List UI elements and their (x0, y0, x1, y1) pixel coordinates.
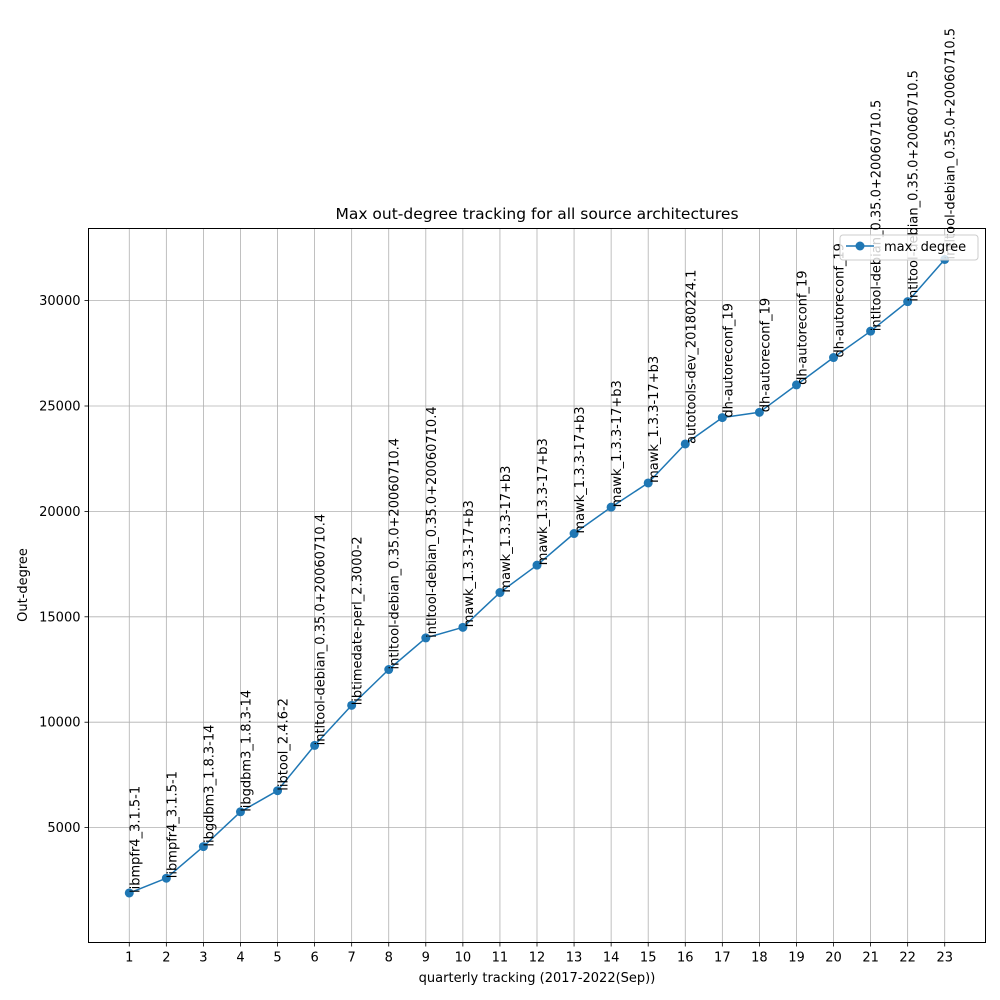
data-point-label: intltool-debian_0.35.0+20060710.4 (425, 406, 440, 638)
x-tick-label: 23 (936, 951, 953, 966)
data-point-label: dh-autoreconf_19 (833, 243, 848, 357)
grid-layer (88, 228, 986, 943)
data-point-label: libmpfr4_3.1.5-1 (128, 786, 143, 893)
data-point-marker (866, 326, 876, 336)
data-point-label: mawk_1.3.3-17+b3 (610, 380, 625, 507)
x-tick-label: 8 (385, 951, 393, 966)
x-tick-label: 15 (640, 951, 657, 966)
legend-box (839, 234, 979, 261)
legend-entry-label: max. degree (884, 240, 966, 255)
data-point-label: mawk_1.3.3-17+b3 (647, 356, 662, 483)
data-point-marker (643, 478, 653, 488)
data-point-label: libtool_2.4.6-2 (277, 698, 292, 791)
data-point-marker (310, 740, 320, 750)
x-tick-label: 14 (603, 951, 620, 966)
chart-title: Max out-degree tracking for all source a… (335, 205, 738, 223)
data-point-label: libgdbm3_1.8.3-14 (202, 725, 217, 847)
y-axis-ticks: 5000 10000 15000 20000 25000 30000 (39, 294, 89, 836)
x-tick-label: 17 (714, 951, 731, 966)
data-point-marker (717, 413, 727, 423)
data-point-label: autotools-dev_20180224.1 (684, 270, 699, 444)
data-point-marker (161, 873, 171, 883)
point-label-layer: libmpfr4_3.1.5-1 libmpfr4_3.1.5-1 libgdbm3… (128, 28, 958, 893)
data-point-label: libmpfr4_3.1.5-1 (165, 771, 180, 878)
x-tick-label: 22 (899, 951, 916, 966)
data-point-marker (791, 380, 801, 390)
x-tick-label: 2 (162, 951, 170, 966)
data-point-label: intltool-debian_0.35.0+20060710.4 (388, 438, 403, 670)
data-point-label: libtimedate-perl_2.3000-2 (351, 536, 366, 705)
x-tick-label: 9 (422, 951, 430, 966)
x-tick-label: 16 (677, 951, 694, 966)
data-point-marker (569, 529, 579, 539)
data-point-marker (754, 407, 764, 417)
x-axis-ticks: 1 2 3 4 5 6 7 8 9 10 11 12 13 14 15 16 17 18 19 20 21 22 23 (125, 942, 953, 966)
x-tick-label: 18 (751, 951, 768, 966)
data-point-marker (903, 297, 913, 307)
data-point-marker (384, 665, 394, 675)
x-tick-label: 3 (199, 951, 207, 966)
y-tick-label: 10000 (39, 716, 80, 731)
x-tick-label: 10 (455, 951, 472, 966)
y-tick-label: 20000 (39, 505, 80, 520)
data-point-label: mawk_1.3.3-17+b3 (536, 438, 551, 565)
y-axis-label: Out-degree (16, 548, 31, 622)
data-point-marker (606, 502, 616, 512)
legend: max. degree (839, 234, 979, 261)
x-tick-label: 19 (788, 951, 805, 966)
y-tick-label: 15000 (39, 610, 80, 625)
data-point-marker (273, 786, 283, 796)
x-tick-label: 6 (310, 951, 318, 966)
data-point-marker (235, 807, 245, 817)
series-layer (124, 254, 950, 898)
x-axis-label: quarterly tracking (2017-2022(Sep)) (419, 971, 656, 986)
data-point-marker (495, 588, 505, 598)
y-tick-label: 25000 (39, 399, 80, 414)
y-tick-label: 5000 (47, 821, 80, 836)
data-point-label: dh-autoreconf_19 (758, 298, 773, 412)
x-tick-label: 4 (236, 951, 244, 966)
data-point-label: intltool-debian_0.35.0+20060710.5 (907, 70, 922, 302)
data-point-marker (421, 633, 431, 643)
x-tick-label: 13 (566, 951, 583, 966)
data-point-marker (680, 439, 690, 449)
data-point-label: mawk_1.3.3-17+b3 (462, 500, 477, 627)
data-point-label: dh-autoreconf_19 (796, 270, 811, 384)
data-point-label: intltool-debian_0.35.0+20060710.5 (870, 100, 885, 332)
data-point-marker (198, 842, 208, 852)
x-tick-label: 20 (825, 951, 842, 966)
data-point-marker (532, 560, 542, 570)
data-point-label: intltool-debian_0.35.0+20060710.5 (944, 28, 959, 260)
data-point-marker (124, 888, 134, 898)
data-point-label: libgdbm3_1.8.3-14 (240, 690, 255, 812)
x-tick-label: 7 (348, 951, 356, 966)
data-point-marker (458, 622, 468, 632)
data-point-label: mawk_1.3.3-17+b3 (573, 406, 588, 533)
data-point-marker (829, 353, 839, 363)
data-point-label: intltool-debian_0.35.0+20060710.4 (314, 514, 329, 746)
x-tick-label: 1 (125, 951, 133, 966)
legend-marker-swatch (855, 241, 865, 251)
data-point-label: mawk_1.3.3-17+b3 (499, 466, 514, 593)
data-point-label: dh-autoreconf_19 (721, 303, 736, 417)
x-tick-label: 11 (492, 951, 509, 966)
x-tick-label: 12 (529, 951, 546, 966)
y-tick-label: 30000 (39, 294, 80, 309)
x-tick-label: 5 (273, 951, 281, 966)
data-point-marker (347, 700, 357, 710)
x-tick-label: 21 (862, 951, 879, 966)
